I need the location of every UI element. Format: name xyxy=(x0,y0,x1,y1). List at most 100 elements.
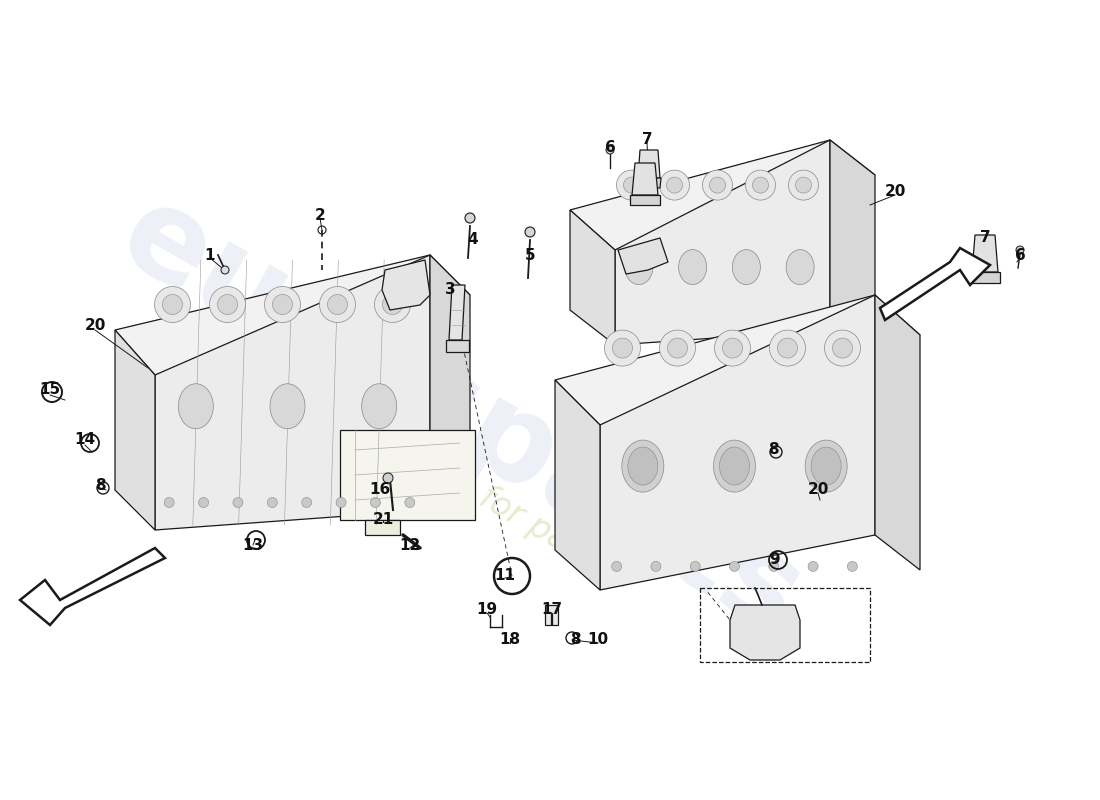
Circle shape xyxy=(383,473,393,483)
Circle shape xyxy=(847,562,857,571)
Circle shape xyxy=(723,338,743,358)
Text: 4: 4 xyxy=(468,233,478,247)
Polygon shape xyxy=(365,520,400,535)
Circle shape xyxy=(264,286,300,322)
Ellipse shape xyxy=(805,440,847,492)
Text: 20: 20 xyxy=(884,185,905,199)
Circle shape xyxy=(690,562,701,571)
Polygon shape xyxy=(544,605,558,625)
Polygon shape xyxy=(570,210,615,345)
Text: 12: 12 xyxy=(399,538,420,553)
Polygon shape xyxy=(116,330,155,530)
Polygon shape xyxy=(446,340,469,352)
Text: 13: 13 xyxy=(242,538,264,553)
Circle shape xyxy=(164,498,174,507)
Polygon shape xyxy=(730,605,800,660)
Text: 5: 5 xyxy=(525,247,536,262)
Polygon shape xyxy=(637,178,661,188)
Circle shape xyxy=(218,294,238,314)
Text: eurospärts: eurospärts xyxy=(100,171,824,661)
Text: 2: 2 xyxy=(315,207,326,222)
Text: 7: 7 xyxy=(980,230,990,246)
Polygon shape xyxy=(615,140,830,345)
Polygon shape xyxy=(600,295,874,590)
Circle shape xyxy=(710,177,726,193)
Ellipse shape xyxy=(733,250,760,285)
Circle shape xyxy=(606,146,614,154)
Circle shape xyxy=(273,294,293,314)
Text: 3: 3 xyxy=(444,282,455,298)
Text: 17: 17 xyxy=(541,602,562,618)
Ellipse shape xyxy=(270,384,305,429)
Circle shape xyxy=(715,330,750,366)
Polygon shape xyxy=(20,548,165,625)
Circle shape xyxy=(833,338,853,358)
Polygon shape xyxy=(155,255,430,530)
Text: 15: 15 xyxy=(40,382,60,398)
Polygon shape xyxy=(449,285,465,340)
Circle shape xyxy=(769,562,779,571)
Polygon shape xyxy=(116,255,470,375)
Circle shape xyxy=(616,170,647,200)
Circle shape xyxy=(752,177,769,193)
Circle shape xyxy=(808,562,818,571)
Circle shape xyxy=(337,498,346,507)
Circle shape xyxy=(163,294,183,314)
Circle shape xyxy=(465,213,475,223)
Circle shape xyxy=(1016,246,1024,254)
Text: 8: 8 xyxy=(768,442,779,458)
Polygon shape xyxy=(630,195,660,205)
Text: 10: 10 xyxy=(587,633,608,647)
Circle shape xyxy=(825,330,860,366)
Text: 19: 19 xyxy=(476,602,497,618)
Polygon shape xyxy=(618,238,668,274)
Ellipse shape xyxy=(714,440,756,492)
Text: 11: 11 xyxy=(495,567,516,582)
Polygon shape xyxy=(874,295,920,570)
Circle shape xyxy=(613,338,632,358)
Polygon shape xyxy=(382,260,430,310)
Circle shape xyxy=(383,294,403,314)
Polygon shape xyxy=(970,272,1000,283)
Circle shape xyxy=(795,177,812,193)
Circle shape xyxy=(605,330,640,366)
Polygon shape xyxy=(556,295,920,425)
Circle shape xyxy=(667,177,682,193)
Text: 14: 14 xyxy=(75,433,96,447)
Circle shape xyxy=(233,498,243,507)
Ellipse shape xyxy=(362,384,397,429)
Ellipse shape xyxy=(621,440,663,492)
Circle shape xyxy=(154,286,190,322)
Circle shape xyxy=(729,562,739,571)
Circle shape xyxy=(789,170,818,200)
Text: 18: 18 xyxy=(499,633,520,647)
Polygon shape xyxy=(972,235,998,272)
Circle shape xyxy=(660,330,695,366)
Text: 7: 7 xyxy=(641,133,652,147)
Polygon shape xyxy=(340,430,475,520)
Ellipse shape xyxy=(178,384,213,429)
Circle shape xyxy=(525,227,535,237)
Circle shape xyxy=(770,330,805,366)
Polygon shape xyxy=(430,255,470,510)
Polygon shape xyxy=(830,140,874,360)
Text: 8: 8 xyxy=(570,633,581,647)
Polygon shape xyxy=(632,163,658,195)
Polygon shape xyxy=(638,150,660,178)
Text: 1: 1 xyxy=(205,247,216,262)
Ellipse shape xyxy=(625,250,653,285)
Circle shape xyxy=(374,286,410,322)
Polygon shape xyxy=(880,248,990,320)
Circle shape xyxy=(405,498,415,507)
Text: 20: 20 xyxy=(807,482,828,498)
Ellipse shape xyxy=(811,447,842,485)
Text: 16: 16 xyxy=(370,482,390,498)
Text: 8: 8 xyxy=(95,478,106,493)
Text: 20: 20 xyxy=(85,318,106,333)
Text: 9: 9 xyxy=(770,553,780,567)
Ellipse shape xyxy=(719,447,749,485)
Circle shape xyxy=(703,170,733,200)
Circle shape xyxy=(301,498,311,507)
Circle shape xyxy=(209,286,245,322)
Circle shape xyxy=(624,177,639,193)
